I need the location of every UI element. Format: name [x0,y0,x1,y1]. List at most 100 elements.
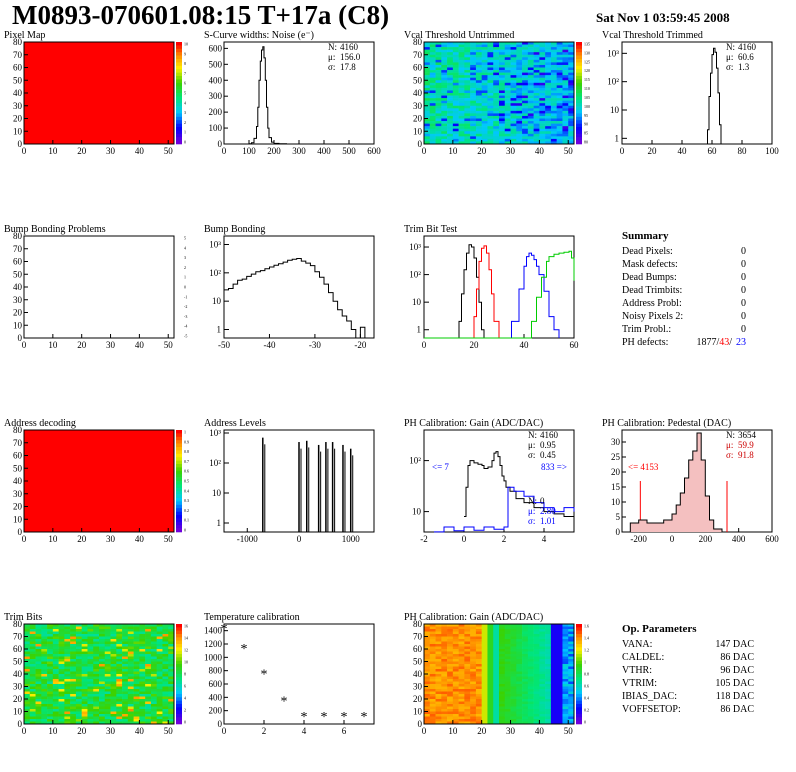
heatmap-cell [487,141,494,145]
heatmap-cell [470,676,477,680]
heatmap-cell [550,49,557,53]
heatmap-cell [493,118,500,122]
heatmap-cell [29,719,36,722]
y-tick-label: 10² [607,77,619,87]
x-tick-label: 0 [22,726,27,736]
heatmap-cell [470,674,477,677]
heatmap-cell [470,704,477,707]
heatmap-cell [475,141,482,145]
heatmap-cell [429,711,436,715]
heatmap-cell [504,103,511,107]
heatmap-cell [533,671,540,675]
heatmap-cell [470,113,477,117]
heatmap-cell [116,716,123,720]
heatmap-cell [435,80,442,84]
color-bar-step [176,62,182,67]
heatmap-cell [539,49,546,53]
heatmap-cell [99,641,106,645]
heatmap-cell [441,128,448,132]
color-bar-label: 2 [184,708,186,713]
heatmap-cell [481,699,488,702]
heatmap-cell [452,105,459,109]
heatmap-cell [545,80,552,84]
heatmap-cell [110,636,117,640]
heatmap-cell [504,694,511,697]
heatmap-cell [550,661,557,665]
heatmap-cell [424,93,431,96]
histogram-line-blue [504,252,560,339]
heatmap-cell [481,49,488,53]
heatmap-cell [516,82,523,86]
op-param-row: VTRIM: 105 DAC [622,678,754,691]
heatmap-cell [470,694,477,697]
y-tick-label: 30 [611,437,621,447]
stat-key: σ: [528,516,535,526]
color-bar-label: 8 [184,672,186,677]
heatmap-cell [435,721,442,725]
heatmap-cell [162,629,169,632]
summary-box: Summary Dead Pixels: 0 Mask defects: 0 Dead … [622,230,746,350]
heatmap-cell [104,696,111,700]
heatmap-cell [545,701,552,705]
heatmap-cell [58,639,65,642]
heatmap-cell [116,711,123,715]
heatmap-cell [475,656,482,660]
heatmap-cell [504,664,511,667]
heatmap-cell [75,659,82,662]
heatmap-cell [93,656,100,660]
heatmap-cell [122,679,129,682]
heatmap-cell [556,634,563,637]
heatmap-cell [150,649,157,652]
heatmap-cell [429,133,436,137]
heatmap-cell [556,52,563,56]
heatmap-cell [75,626,82,630]
heatmap-cell [493,67,500,71]
heatmap-cell [527,141,534,145]
heatmap-cell [162,719,169,722]
heatmap-cell [110,661,117,665]
heatmap-cell [568,95,575,99]
heatmap-cell [24,709,31,712]
heatmap-cell [539,651,546,655]
heatmap-cell [429,52,436,56]
heatmap-cell [58,626,65,630]
heatmap-cell [435,47,442,50]
heatmap-cell [52,706,59,710]
heatmap-cell [527,634,534,637]
heatmap-cell [481,82,488,86]
heatmap-cell [475,654,482,657]
color-bar-step [176,690,182,695]
heatmap-cell [441,689,448,692]
heatmap-cell [81,689,88,692]
heatmap-cell [29,681,36,685]
heatmap-cell [545,113,552,117]
heatmap-cell [562,70,569,73]
color-bar-label: 0.5 [184,479,189,484]
heatmap-cell [24,664,31,667]
heatmap-cell [127,674,134,677]
heatmap-cell [29,721,36,725]
heatmap-cell [110,699,117,702]
heatmap-cell [481,624,488,627]
summary-value: 0 [741,285,746,296]
heatmap-cell [504,714,511,717]
heatmap-cell [35,706,42,710]
heatmap-cell [64,634,71,637]
heatmap-cell [568,93,575,96]
heatmap-cell [464,669,471,672]
x-tick-label: 600 [367,146,381,156]
heatmap-cell [470,666,477,670]
heatmap-cell [458,138,465,142]
heatmap-cell [516,661,523,665]
heatmap-cell [70,644,77,647]
heatmap-cell [122,676,129,680]
op-param-row: VTHR: 96 DAC [622,665,754,678]
heatmap-cell [110,706,117,710]
heatmap-cell [429,624,436,627]
heatmap-cell [70,639,77,642]
heatmap-cell [504,70,511,73]
color-bar-label: 0 [184,140,186,145]
heatmap-cell [70,634,77,637]
color-bar-step [576,667,582,671]
heatmap-cell [556,689,563,692]
